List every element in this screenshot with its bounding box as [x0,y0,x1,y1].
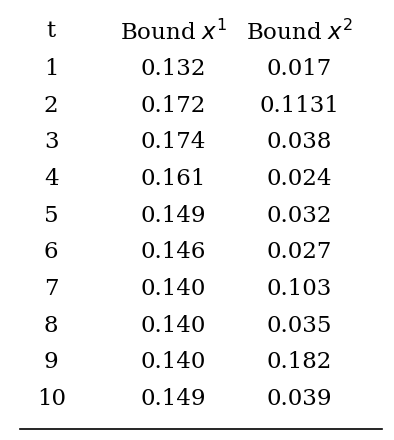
Text: 4: 4 [44,168,59,190]
Text: Bound $x^1$: Bound $x^1$ [120,20,227,45]
Text: 0.017: 0.017 [267,58,332,80]
Text: 6: 6 [44,241,59,263]
Text: 0.149: 0.149 [141,205,206,227]
Text: t: t [46,20,56,42]
Text: 0.140: 0.140 [141,315,206,337]
Text: 3: 3 [44,132,59,154]
Text: 0.182: 0.182 [267,351,332,373]
Text: 5: 5 [44,205,59,227]
Text: 9: 9 [44,351,59,373]
Text: 0.038: 0.038 [267,132,332,154]
Text: 10: 10 [37,388,66,410]
Text: 1: 1 [44,58,58,80]
Text: 0.140: 0.140 [141,351,206,373]
Text: 0.103: 0.103 [267,278,332,300]
Text: 0.172: 0.172 [141,95,206,117]
Text: 0.039: 0.039 [267,388,332,410]
Text: 7: 7 [44,278,58,300]
Text: 2: 2 [44,95,59,117]
Text: 0.146: 0.146 [141,241,206,263]
Text: 0.1131: 0.1131 [260,95,339,117]
Text: 0.149: 0.149 [141,388,206,410]
Text: 0.140: 0.140 [141,278,206,300]
Text: 0.035: 0.035 [267,315,332,337]
Text: 0.132: 0.132 [141,58,206,80]
Text: 0.032: 0.032 [267,205,332,227]
Text: 0.027: 0.027 [267,241,332,263]
Text: 0.174: 0.174 [141,132,206,154]
Text: 0.024: 0.024 [267,168,332,190]
Text: 0.161: 0.161 [141,168,206,190]
Text: Bound $x^2$: Bound $x^2$ [246,20,353,45]
Text: 8: 8 [44,315,58,337]
